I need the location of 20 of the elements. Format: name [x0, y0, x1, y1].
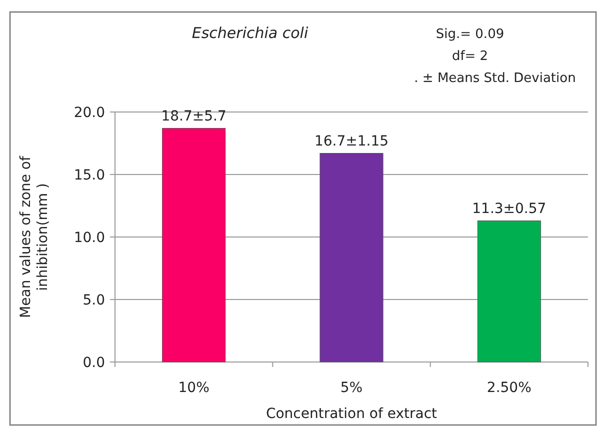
text: . ± Means Std. Deviation [414, 71, 576, 86]
x-tick-label: 5% [340, 380, 363, 396]
y-tick-label: 5.0 [82, 292, 105, 308]
text: Sig.= 0.09 [436, 27, 504, 42]
bar [477, 220, 541, 362]
data-label: 16.7±1.15 [314, 133, 389, 150]
data-label: 18.7±5.7 [161, 108, 226, 124]
x-tick-label: 2.50% [486, 380, 532, 396]
bar [162, 128, 226, 362]
x-axis-title: Concentration of extract [266, 406, 438, 422]
y-axis-title: Mean values of zone of inhibition(mm ) [18, 155, 51, 318]
bar [320, 153, 384, 362]
data-label: 11.3±0.57 [472, 200, 546, 217]
chart-title: Escherichia coli [192, 24, 309, 42]
y-tick-label: 10.0 [74, 230, 105, 246]
y-tick-label: 15.0 [74, 167, 105, 184]
y-tick-label: 0.0 [82, 354, 105, 371]
x-tick-label: 10% [178, 380, 210, 396]
text: df= 2 [452, 49, 488, 64]
y-tick-label: 20.0 [74, 104, 105, 121]
